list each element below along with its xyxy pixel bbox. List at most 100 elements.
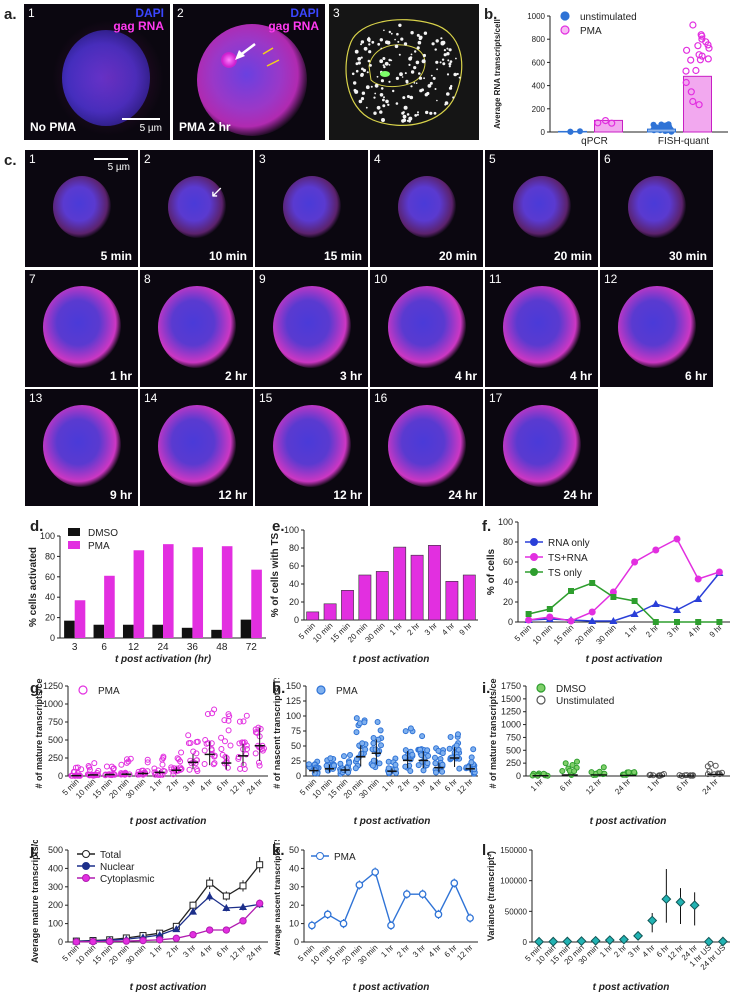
panel-label-e: e. [272, 518, 285, 535]
micrograph-tile: 7 1 hr [25, 270, 138, 387]
y-tick-label: 1000 [501, 720, 521, 730]
data-point [155, 931, 164, 939]
data-point [346, 759, 353, 766]
micrograph-tile: 2 10 min ↙ [140, 150, 253, 267]
tile-caption: 2 hr [224, 369, 247, 383]
data-point [689, 21, 697, 29]
rna-spot [403, 42, 408, 46]
legend-label: PMA [88, 541, 110, 552]
tile-caption: 30 min [668, 249, 707, 263]
data-point [695, 101, 703, 109]
legend-label: PMA [98, 686, 120, 697]
x-axis-label: t post activation [586, 654, 663, 665]
data-point [243, 712, 250, 719]
data-point [205, 926, 214, 934]
rna-spot [399, 72, 403, 77]
panel-label-g: g. [30, 680, 44, 697]
data-point [323, 762, 330, 769]
tile-caption: 9 hr [109, 488, 132, 502]
rna-spot [434, 88, 437, 90]
legend-marker [78, 685, 88, 695]
data-point [352, 765, 359, 772]
x-tick-label: 12 hr [584, 777, 603, 796]
data-point [211, 752, 218, 759]
bar [445, 581, 459, 621]
bar [251, 569, 262, 638]
series-line [76, 895, 260, 942]
rna-spot [400, 37, 404, 41]
rna-spot [395, 76, 399, 80]
y-tick-label: 80 [503, 537, 513, 547]
cell-body [167, 175, 226, 238]
x-tick-label: 24 [157, 642, 169, 653]
x-tick-label: 24 hr [245, 943, 264, 962]
data-point [418, 890, 427, 899]
micrograph-tile: 6 30 min [600, 150, 713, 267]
y-axis-label: % cells activated [28, 547, 39, 627]
y-axis-label: # of mature transcripts/cell [488, 678, 498, 789]
legend-marker [536, 683, 546, 693]
rna-spot [392, 89, 395, 93]
x-axis-label: t post activation [590, 816, 667, 827]
rna-spot [443, 53, 447, 57]
data-point [201, 747, 208, 754]
bar [558, 130, 587, 133]
data-point [432, 754, 438, 761]
data-point [609, 588, 617, 596]
cell-body [627, 175, 686, 238]
tile-number: 7 [29, 272, 36, 286]
rna-spot [387, 103, 390, 107]
micrograph-pma-2hr: 2 DAPI gag RNA PMA 2 hr [173, 4, 325, 140]
data-point [682, 67, 690, 75]
data-point [347, 752, 353, 758]
data-point [210, 761, 217, 768]
data-point [256, 861, 264, 869]
rna-spot [436, 39, 439, 42]
rna-spot [360, 73, 364, 77]
x-tick-label: 1 hr [598, 943, 614, 959]
rna-spot [357, 61, 361, 65]
rna-spot [416, 60, 419, 64]
tile-number: 4 [374, 152, 381, 166]
bar [74, 600, 86, 638]
legend-marker [560, 25, 570, 35]
rna-spot [444, 101, 449, 105]
data-point [652, 546, 660, 554]
rna-spot [388, 58, 391, 62]
legend-marker [530, 538, 538, 546]
x-tick-label: 4 hr [198, 777, 214, 793]
tile-caption: 12 hr [218, 488, 247, 502]
data-point [694, 42, 702, 50]
data-point [420, 767, 427, 774]
y-tick-label: 1500 [501, 694, 521, 704]
x-tick-label: 2 hr [165, 777, 181, 793]
yellow-arrow-icon [266, 59, 280, 67]
data-point [424, 747, 431, 754]
y-tick-label: 250 [48, 753, 63, 763]
tile-number: 16 [374, 391, 388, 405]
micrograph-fish-quant: 3 [329, 4, 479, 140]
y-tick-label: 20 [503, 597, 513, 607]
data-point [596, 768, 603, 775]
y-axis-label: % of cells with TS [270, 532, 281, 617]
rna-spot [433, 111, 437, 115]
data-point [608, 119, 616, 127]
tile-number: 14 [144, 391, 158, 405]
data-point [122, 770, 129, 777]
data-point [236, 740, 243, 747]
data-point [189, 930, 197, 939]
rna-spot [435, 60, 439, 64]
micrograph-tile: 5 20 min [485, 150, 598, 267]
rna-spot [385, 99, 389, 104]
cell-body [272, 285, 351, 368]
x-tick-label: 3 hr [181, 777, 197, 793]
micrograph-tile: 3 15 min [255, 150, 368, 267]
rna-spot [360, 56, 363, 59]
data-point [675, 897, 686, 908]
rna-spot [425, 110, 429, 115]
legend-marker [316, 852, 324, 860]
y-tick-label: 20 [289, 900, 299, 910]
